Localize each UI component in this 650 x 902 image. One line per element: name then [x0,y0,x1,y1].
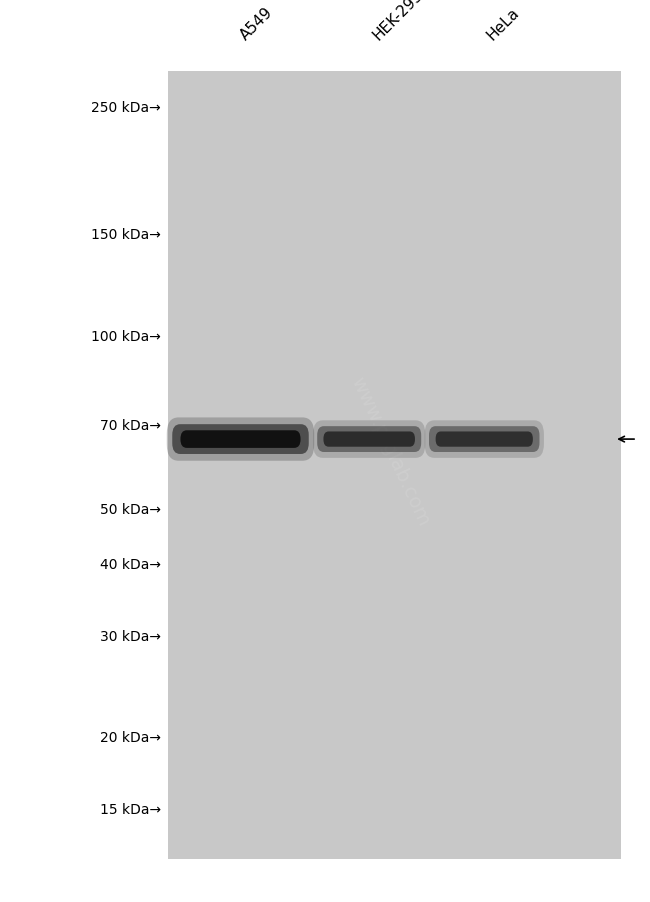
Text: 70 kDa→: 70 kDa→ [100,419,161,432]
Text: 150 kDa→: 150 kDa→ [91,228,161,242]
FancyBboxPatch shape [317,427,421,453]
Text: 50 kDa→: 50 kDa→ [100,502,161,516]
Text: 30 kDa→: 30 kDa→ [100,630,161,643]
FancyBboxPatch shape [167,418,314,461]
FancyBboxPatch shape [181,431,300,448]
Text: 100 kDa→: 100 kDa→ [91,329,161,344]
FancyBboxPatch shape [313,421,425,458]
Text: 250 kDa→: 250 kDa→ [92,101,161,115]
Text: www.ptglab.com: www.ptglab.com [347,373,433,529]
Text: HEK-293: HEK-293 [370,0,426,43]
Text: 15 kDa→: 15 kDa→ [100,802,161,816]
Text: HeLa: HeLa [484,5,523,43]
FancyBboxPatch shape [324,432,415,447]
FancyBboxPatch shape [172,425,309,455]
Text: A549: A549 [237,5,276,43]
FancyBboxPatch shape [436,432,533,447]
FancyBboxPatch shape [429,427,540,453]
Text: 40 kDa→: 40 kDa→ [100,557,161,572]
Text: 20 kDa→: 20 kDa→ [100,731,161,744]
FancyBboxPatch shape [424,421,544,458]
Bar [168,72,621,859]
